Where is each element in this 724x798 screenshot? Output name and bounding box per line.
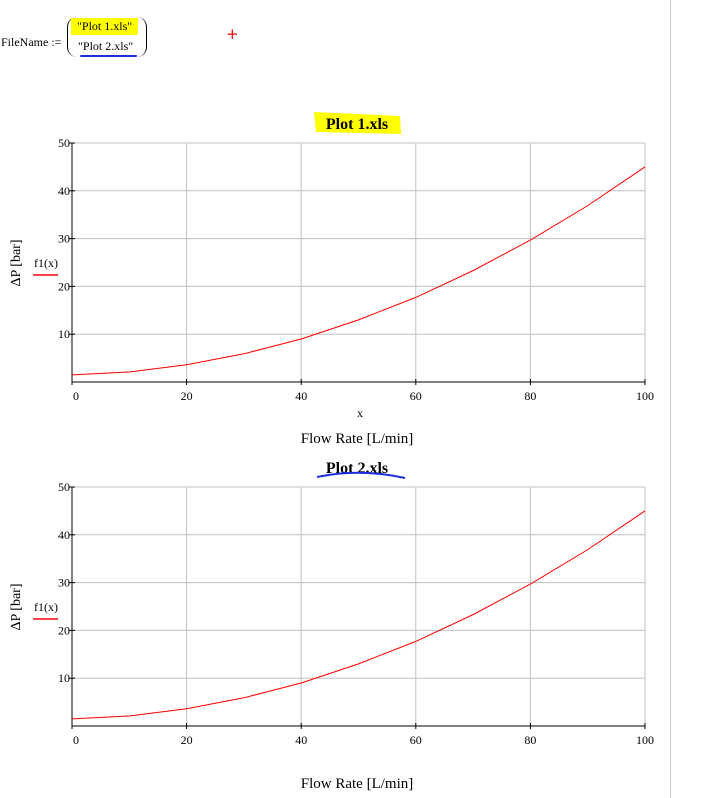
legend-label: f1(x) (34, 256, 58, 270)
y-tick-label: 20 (58, 279, 70, 293)
x-tick-label: 60 (410, 733, 422, 747)
y-tick-label: 10 (58, 671, 70, 685)
x-tick-label: 80 (524, 733, 536, 747)
y-tick-label: 20 (58, 623, 70, 637)
plot-1[interactable]: Plot 1.xls 0 20 40 60 80 100 10 20 30 40 50 f1(x) ΔP … (0, 100, 670, 450)
y-tick-label: 40 (58, 184, 70, 198)
page-boundary (670, 0, 671, 798)
chart-title: Plot 1.xls (326, 116, 388, 133)
x-tick-label: 0 (73, 389, 79, 403)
x-axis-label: Flow Rate [L/min] (301, 776, 414, 792)
filename-matrix[interactable]: "Plot 1.xls" "Plot 2.xls" (67, 17, 147, 57)
x-axis-label: Flow Rate [L/min] (301, 431, 414, 447)
series-line-0 (71, 166, 646, 376)
ink-underline (80, 55, 138, 57)
y-axis-label: ΔP [bar] (9, 240, 24, 287)
legend-label: f1(x) (34, 600, 58, 614)
x-tick-label: 40 (295, 733, 307, 747)
series-line-0 (71, 510, 646, 720)
filename-variable-label: FileName := (1, 35, 62, 49)
y-tick-label: 50 (58, 136, 70, 150)
x-tick-label: 100 (636, 733, 654, 747)
y-tick-label: 10 (58, 327, 70, 341)
x-tick-label: 0 (73, 733, 79, 747)
ink-underline (316, 471, 406, 479)
crosshair-cursor-icon: + (226, 25, 239, 43)
y-axis-label: ΔP [bar] (9, 584, 24, 631)
y-tick-label: 40 (58, 528, 70, 542)
x-tick-label: 60 (410, 389, 422, 403)
matrix-cell-plot1[interactable]: "Plot 1.xls" (71, 18, 139, 35)
y-tick-label: 30 (58, 232, 70, 246)
matrix-cell-plot2-text: "Plot 2.xls" (78, 39, 134, 53)
x-variable-label: x (357, 406, 363, 420)
x-tick-label: 20 (181, 733, 193, 747)
x-tick-label: 100 (636, 389, 654, 403)
x-tick-label: 40 (295, 389, 307, 403)
x-tick-label: 20 (181, 389, 193, 403)
y-tick-label: 50 (58, 480, 70, 494)
x-tick-label: 80 (524, 389, 536, 403)
title-highlight (314, 112, 401, 134)
matrix-cell-plot2[interactable]: "Plot 2.xls" (78, 39, 138, 57)
y-tick-label: 30 (58, 576, 70, 590)
